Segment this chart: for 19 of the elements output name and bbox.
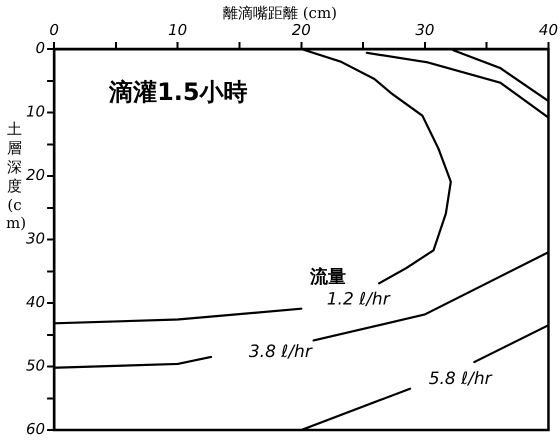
annotation: 流量 [309,266,346,288]
x-tick-label: 10 [168,20,188,39]
y-tick-label: 10 [26,102,46,120]
series-label: 5.8 ℓ/hr [428,368,493,389]
x-axis-title: 離滴嘴距離 (cm) [222,4,338,22]
y-tick-label: 50 [26,356,46,374]
y-tick-label: 30 [26,229,46,248]
y-axis-title: 土層深度 (cm) [6,120,26,232]
series-label: 3.8 ℓ/hr [248,342,313,362]
x-tick-label: 20 [292,20,311,39]
series-label: 1.2 ℓ/hr [326,289,391,310]
y-tick-label: 40 [26,292,46,311]
x-tick-label: 0 [49,20,59,39]
x-tick-label: 40 [538,20,558,39]
text: 滴灌1.5小時 [108,78,248,106]
x-tick-label: 30 [415,20,434,39]
y-tick-label: 20 [26,166,46,184]
y-tick-label: 0 [36,38,46,57]
y-tick-label: 60 [26,420,46,438]
